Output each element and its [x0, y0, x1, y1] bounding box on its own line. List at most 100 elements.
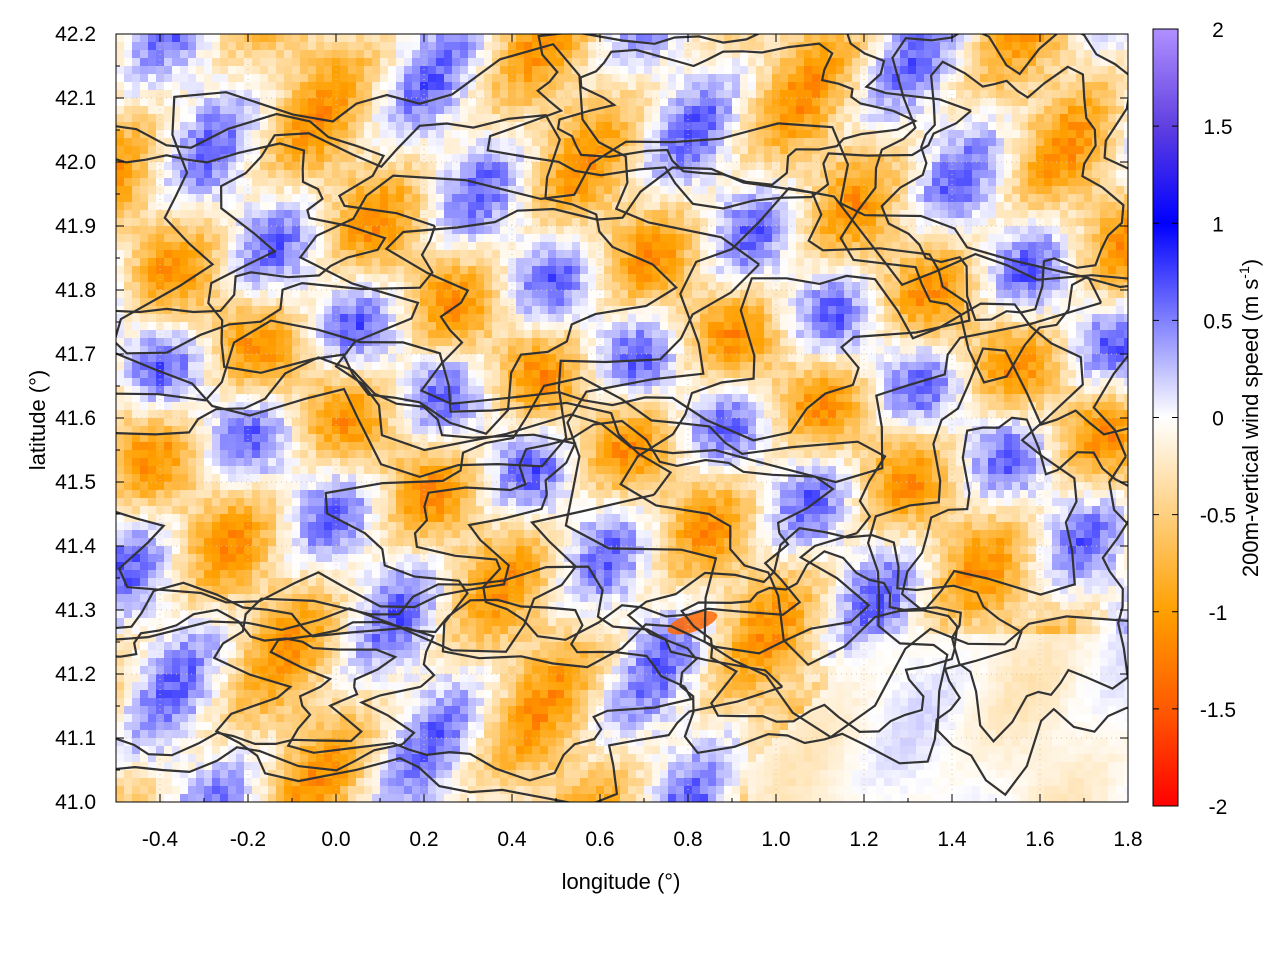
field-cell: [156, 322, 164, 330]
field-cell: [180, 330, 188, 338]
field-cell: [268, 202, 276, 210]
field-cell: [884, 114, 892, 122]
field-cell: [172, 74, 180, 82]
field-cell: [940, 250, 948, 258]
field-cell: [452, 90, 460, 98]
field-cell: [484, 42, 492, 50]
field-cell: [1108, 154, 1116, 162]
field-cell: [564, 298, 572, 306]
field-cell: [444, 266, 452, 274]
field-cell: [676, 314, 684, 322]
field-cell: [204, 242, 212, 250]
field-cell: [796, 154, 804, 162]
field-cell: [636, 234, 644, 242]
field-cell: [468, 114, 476, 122]
field-cell: [764, 162, 772, 170]
field-cell: [916, 210, 924, 218]
field-cell: [180, 290, 188, 298]
field-cell: [820, 178, 828, 186]
field-cell: [436, 282, 444, 290]
field-cell: [764, 226, 772, 234]
field-cell: [1116, 130, 1124, 138]
field-cell: [388, 50, 396, 58]
field-cell: [348, 346, 356, 354]
field-cell: [476, 274, 484, 282]
field-cell: [604, 154, 612, 162]
field-cell: [876, 322, 884, 330]
field-cell: [948, 98, 956, 106]
field-cell: [340, 282, 348, 290]
field-cell: [1036, 122, 1044, 130]
field-cell: [292, 106, 300, 114]
field-cell: [252, 226, 260, 234]
field-cell: [628, 186, 636, 194]
field-cell: [916, 266, 924, 274]
field-cell: [164, 106, 172, 114]
field-cell: [444, 66, 452, 74]
field-cell: [172, 66, 180, 74]
field-cell: [444, 42, 452, 50]
field-cell: [836, 34, 844, 42]
field-cell: [860, 314, 868, 322]
field-cell: [1028, 114, 1036, 122]
field-cell: [588, 162, 596, 170]
field-cell: [964, 266, 972, 274]
field-cell: [180, 186, 188, 194]
field-cell: [516, 130, 524, 138]
field-cell: [236, 186, 244, 194]
field-cell: [324, 66, 332, 74]
field-cell: [620, 58, 628, 66]
field-cell: [436, 82, 444, 90]
field-cell: [116, 170, 124, 178]
field-cell: [372, 186, 380, 194]
field-cell: [1084, 130, 1092, 138]
field-cell: [820, 322, 828, 330]
field-cell: [684, 114, 692, 122]
field-cell: [764, 298, 772, 306]
field-cell: [276, 322, 284, 330]
field-cell: [684, 98, 692, 106]
field-cell: [1068, 202, 1076, 210]
field-cell: [668, 114, 676, 122]
field-cell: [412, 258, 420, 266]
field-cell: [1068, 130, 1076, 138]
field-cell: [708, 186, 716, 194]
field-cell: [956, 138, 964, 146]
field-cell: [876, 202, 884, 210]
field-cell: [540, 178, 548, 186]
field-cell: [188, 234, 196, 242]
field-cell: [292, 266, 300, 274]
field-cell: [532, 306, 540, 314]
field-cell: [196, 82, 204, 90]
field-cell: [1092, 194, 1100, 202]
field-cell: [756, 226, 764, 234]
field-cell: [668, 274, 676, 282]
field-cell: [1044, 98, 1052, 106]
field-cell: [1004, 106, 1012, 114]
field-cell: [292, 50, 300, 58]
field-cell: [748, 146, 756, 154]
field-cell: [420, 322, 428, 330]
field-cell: [596, 234, 604, 242]
field-cell: [348, 58, 356, 66]
field-cell: [140, 298, 148, 306]
field-cell: [732, 298, 740, 306]
field-cell: [1116, 322, 1124, 330]
field-cell: [940, 314, 948, 322]
field-cell: [380, 314, 388, 322]
field-cell: [868, 330, 876, 338]
field-cell: [516, 306, 524, 314]
field-cell: [820, 202, 828, 210]
field-cell: [932, 186, 940, 194]
field-cell: [644, 178, 652, 186]
field-cell: [756, 66, 764, 74]
field-cell: [276, 98, 284, 106]
field-cell: [1028, 154, 1036, 162]
field-cell: [124, 114, 132, 122]
field-cell: [1012, 146, 1020, 154]
field-cell: [492, 322, 500, 330]
field-cell: [700, 178, 708, 186]
field-cell: [956, 194, 964, 202]
field-cell: [892, 298, 900, 306]
field-cell: [996, 202, 1004, 210]
